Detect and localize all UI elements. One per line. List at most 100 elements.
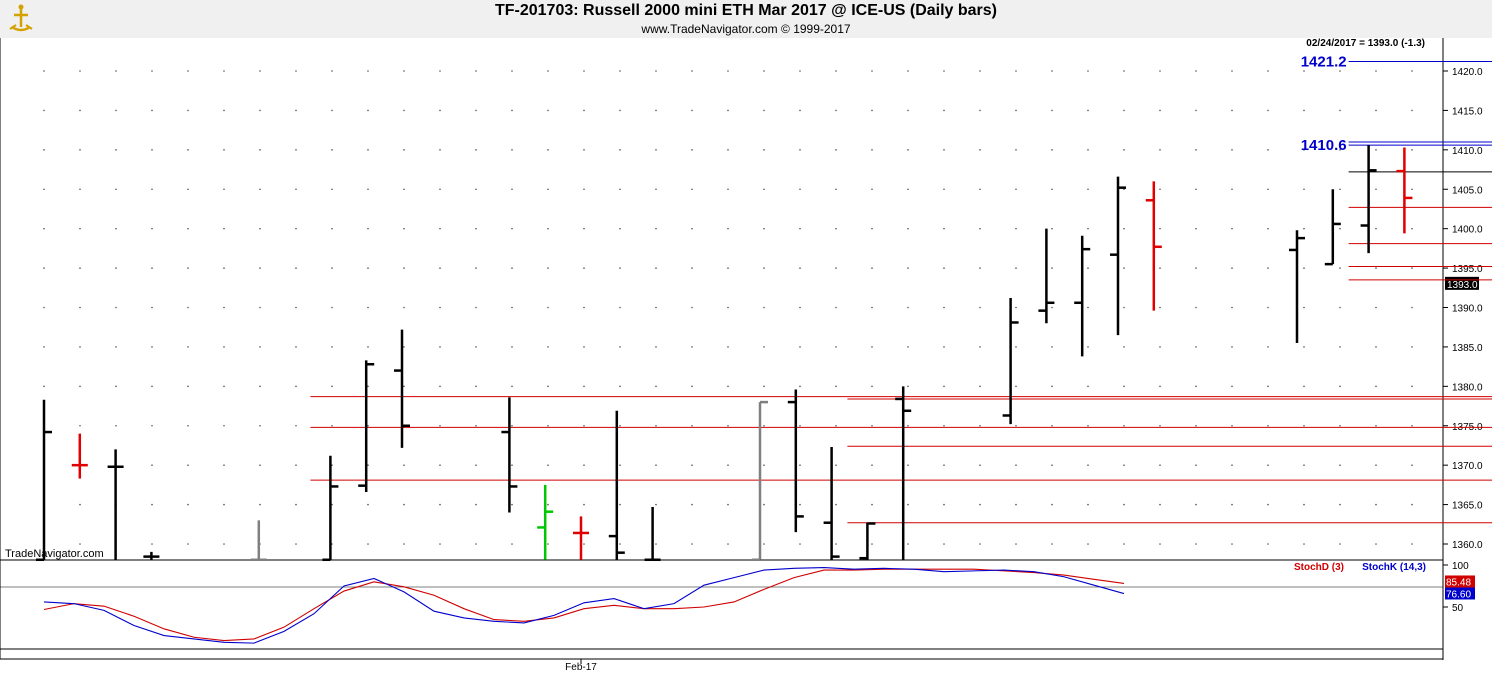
- grid-dot: [1375, 306, 1377, 309]
- chart-header: TF-201703: Russell 2000 mini ETH Mar 201…: [0, 0, 1492, 38]
- grid-dot: [547, 385, 549, 388]
- grid-dot: [907, 306, 909, 309]
- grid-dot: [475, 346, 477, 348]
- grid-dot: [295, 306, 297, 309]
- grid-dot: [511, 385, 513, 388]
- grid-dot: [403, 503, 405, 506]
- grid-dot: [835, 424, 837, 427]
- grid-dot: [151, 227, 153, 230]
- grid-dot: [907, 385, 909, 388]
- grid-dot: [79, 188, 81, 191]
- grid-dot: [403, 346, 405, 348]
- grid-dot: [403, 464, 405, 466]
- grid-dot: [367, 227, 369, 230]
- last-quote-text: 02/24/2017 = 1393.0 (-1.3): [1306, 38, 1425, 49]
- grid-dot: [331, 188, 333, 191]
- grid-dot: [583, 346, 585, 348]
- grid-dot: [655, 306, 657, 309]
- grid-dot: [979, 109, 981, 112]
- price-y-axis: 1420.0 1415.0 1410.0 1405.0 1400.0 1395.0 1390…: [1443, 67, 1483, 614]
- grid-dot: [403, 543, 405, 545]
- grid-dot: [943, 70, 945, 72]
- grid-dot: [439, 109, 441, 112]
- grid-dot: [871, 149, 873, 151]
- grid-dot: [1195, 188, 1197, 191]
- grid-dot: [655, 424, 657, 427]
- grid-dot: [1051, 149, 1053, 151]
- grid-dot: [763, 109, 765, 112]
- grid-dot: [1015, 424, 1017, 427]
- grid-dot: [1087, 543, 1089, 545]
- grid-dot: [1195, 346, 1197, 348]
- grid-dot: [151, 188, 153, 191]
- grid-dot: [727, 227, 729, 230]
- grid-dot: [907, 70, 909, 72]
- grid-dot: [223, 109, 225, 112]
- grid-dot: [547, 109, 549, 112]
- grid-dot: [655, 346, 657, 348]
- grid-dot: [979, 267, 981, 269]
- grid-dot: [115, 149, 117, 151]
- grid-dot: [1159, 424, 1161, 427]
- grid-dot: [295, 385, 297, 388]
- grid-dot: [907, 346, 909, 348]
- grid-dot: [583, 227, 585, 230]
- grid-dot: [583, 424, 585, 427]
- grid-dot: [1375, 503, 1377, 506]
- grid-dot: [799, 109, 801, 112]
- grid-dot: [43, 188, 45, 191]
- grid-dot: [1051, 306, 1053, 309]
- grid-dot: [1123, 385, 1125, 388]
- grid-dot: [1411, 267, 1413, 269]
- grid-dot: [79, 306, 81, 309]
- grid-dot: [619, 267, 621, 269]
- grid-dot: [691, 503, 693, 506]
- grid-dot: [1267, 109, 1269, 112]
- grid-dot: [1303, 464, 1305, 466]
- grid-dot: [403, 109, 405, 112]
- grid-dot: [403, 306, 405, 309]
- grid-dot: [871, 385, 873, 388]
- grid-dot: [187, 346, 189, 348]
- grid-dot: [1339, 543, 1341, 545]
- grid-dot: [619, 424, 621, 427]
- grid-dot: [1231, 227, 1233, 230]
- grid-dot: [1267, 385, 1269, 388]
- grid-dot: [1231, 464, 1233, 466]
- grid-dot: [763, 70, 765, 72]
- grid-dot: [367, 188, 369, 191]
- grid-dot: [475, 503, 477, 506]
- grid-dot: [943, 385, 945, 388]
- grid-dot: [691, 346, 693, 348]
- grid-dot: [1303, 70, 1305, 72]
- grid-dot: [79, 503, 81, 506]
- grid-dot: [835, 346, 837, 348]
- grid-dot: [691, 109, 693, 112]
- grid-dot: [151, 306, 153, 309]
- grid-dot: [115, 424, 117, 427]
- grid-dot: [367, 267, 369, 269]
- grid-dot: [259, 188, 261, 191]
- grid-dot: [331, 227, 333, 230]
- grid-dot: [259, 267, 261, 269]
- grid-dot: [403, 70, 405, 72]
- grid-dot: [547, 70, 549, 72]
- grid-dot: [979, 464, 981, 466]
- grid-dot: [1411, 543, 1413, 545]
- grid-dot: [79, 227, 81, 230]
- grid-dot: [1015, 306, 1017, 309]
- grid-dot: [223, 188, 225, 191]
- grid-dot: [259, 227, 261, 230]
- grid-dot: [511, 306, 513, 309]
- grid-dot: [943, 306, 945, 309]
- grid-dot: [943, 267, 945, 269]
- grid-dot: [907, 464, 909, 466]
- grid-dot: [583, 503, 585, 506]
- grid-dot: [367, 346, 369, 348]
- grid-dot: [943, 503, 945, 506]
- stoch-d-value: 85.48: [1446, 577, 1471, 588]
- grid-dot: [835, 149, 837, 151]
- grid-dot: [187, 306, 189, 309]
- grid-dot: [1123, 424, 1125, 427]
- grid-dot: [619, 306, 621, 309]
